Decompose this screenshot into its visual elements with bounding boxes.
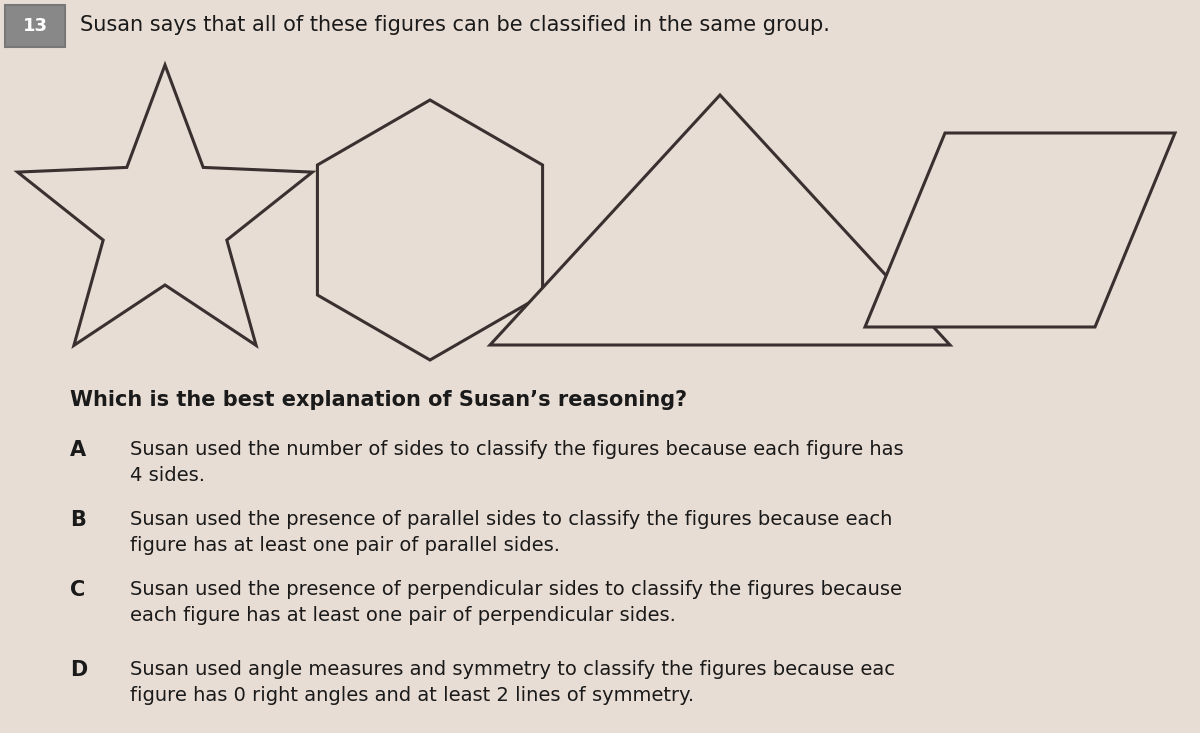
FancyBboxPatch shape [5, 5, 65, 47]
Text: Which is the best explanation of Susan’s reasoning?: Which is the best explanation of Susan’s… [70, 390, 688, 410]
Polygon shape [18, 65, 312, 345]
Text: D: D [70, 660, 88, 680]
Text: Susan says that all of these figures can be classified in the same group.: Susan says that all of these figures can… [80, 15, 830, 35]
Text: 13: 13 [23, 17, 48, 35]
Text: Susan used angle measures and symmetry to classify the figures because eac
figur: Susan used angle measures and symmetry t… [130, 660, 895, 704]
Text: A: A [70, 440, 86, 460]
Text: C: C [70, 580, 85, 600]
Polygon shape [318, 100, 542, 360]
Text: Susan used the presence of parallel sides to classify the figures because each
f: Susan used the presence of parallel side… [130, 510, 893, 555]
Text: Susan used the number of sides to classify the figures because each figure has
4: Susan used the number of sides to classi… [130, 440, 904, 485]
Polygon shape [490, 95, 950, 345]
Text: B: B [70, 510, 86, 530]
Polygon shape [865, 133, 1175, 327]
Text: Susan used the presence of perpendicular sides to classify the figures because
e: Susan used the presence of perpendicular… [130, 580, 902, 625]
